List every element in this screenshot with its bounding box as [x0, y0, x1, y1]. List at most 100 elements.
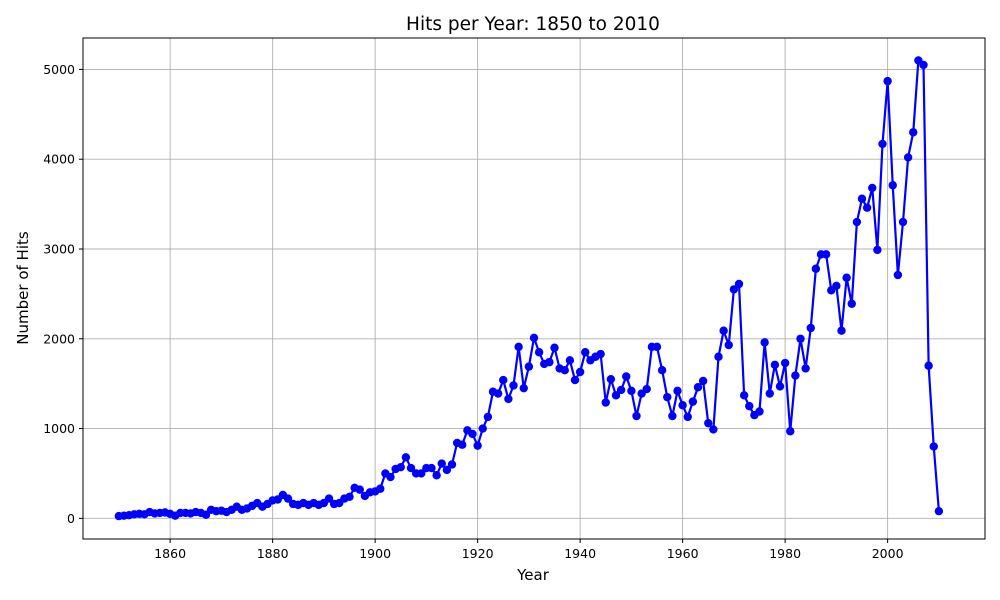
data-point	[734, 279, 744, 289]
data-point	[652, 342, 662, 352]
data-point	[878, 139, 887, 149]
data-point	[673, 386, 682, 396]
data-point	[791, 371, 800, 380]
data-point	[324, 494, 334, 503]
data-point	[780, 358, 790, 368]
data-point	[406, 463, 416, 473]
y-tick-label: 3000	[43, 241, 75, 256]
data-point	[657, 366, 667, 375]
data-point	[550, 343, 559, 352]
data-point	[903, 153, 913, 162]
y-axis-label: Number of Hits	[14, 231, 32, 345]
data-point	[622, 372, 631, 381]
data-point	[499, 375, 508, 385]
data-point	[765, 389, 774, 398]
data-point	[514, 342, 523, 352]
data-point	[868, 183, 877, 193]
data-point	[611, 391, 621, 400]
data-point	[596, 349, 605, 359]
data-point	[601, 398, 610, 407]
data-point	[719, 326, 728, 335]
x-tick-label: 1920	[462, 546, 494, 561]
data-point	[427, 463, 436, 473]
data-point	[847, 299, 856, 308]
data-point	[883, 76, 892, 86]
data-point	[786, 427, 795, 436]
data-point	[534, 348, 544, 357]
data-point	[693, 383, 703, 392]
data-point	[355, 485, 364, 494]
x-axis-ticks: 1860 1880 1900 1920 1940 1960 1980 2000	[154, 539, 904, 561]
data-point	[755, 407, 764, 416]
data-point	[724, 340, 733, 350]
data-point	[606, 374, 616, 384]
data-point	[478, 424, 487, 433]
data-point	[447, 460, 457, 469]
data-point	[729, 285, 739, 294]
x-tick-label: 1880	[257, 546, 289, 561]
data-point	[888, 181, 897, 190]
data-point	[442, 465, 452, 475]
y-tick-label: 1000	[43, 421, 75, 436]
data-point	[775, 382, 785, 391]
data-point	[529, 333, 539, 343]
data-point	[627, 386, 636, 396]
x-tick-label: 1980	[769, 546, 801, 561]
data-point	[842, 273, 851, 282]
data-point	[745, 401, 754, 411]
data-point	[575, 367, 585, 377]
data-point	[565, 356, 575, 365]
data-point	[698, 376, 708, 386]
data-point	[837, 326, 846, 335]
data-point	[642, 384, 651, 394]
data-point	[909, 128, 918, 137]
data-point	[545, 357, 554, 367]
data-point	[801, 364, 810, 373]
series-layer	[114, 56, 944, 521]
data-point	[417, 469, 426, 478]
x-axis-label: Year	[516, 566, 550, 584]
y-tick-label: 0	[67, 511, 75, 526]
data-point	[862, 203, 872, 212]
data-point	[509, 381, 518, 390]
data-point	[386, 472, 395, 482]
x-tick-label: 1960	[667, 546, 699, 561]
data-point	[929, 442, 938, 451]
data-point	[483, 412, 493, 422]
chart-title: Hits per Year: 1850 to 2010	[406, 14, 660, 35]
data-point	[663, 392, 672, 402]
data-point	[852, 217, 862, 227]
data-point	[924, 361, 933, 370]
plot-area-frame	[82, 37, 986, 540]
data-point	[396, 462, 405, 472]
data-point	[714, 352, 723, 361]
data-point	[934, 506, 944, 516]
data-point	[570, 375, 580, 385]
data-point	[898, 217, 908, 227]
data-point	[468, 429, 477, 439]
x-tick-label: 2000	[872, 546, 904, 561]
data-point	[493, 389, 503, 398]
data-point	[683, 412, 692, 422]
data-point	[832, 281, 841, 291]
data-point	[376, 484, 385, 493]
data-point	[345, 492, 354, 501]
data-point	[739, 391, 749, 400]
data-point	[524, 362, 534, 371]
data-point	[678, 401, 687, 410]
data-point	[458, 440, 467, 449]
data-point	[893, 270, 903, 280]
data-point	[560, 366, 569, 375]
data-point	[821, 250, 831, 259]
data-point	[632, 411, 641, 421]
y-tick-label: 4000	[43, 152, 75, 167]
y-axis-ticks: 0 1000 2000 3000 4000 5000	[43, 62, 83, 526]
y-tick-label: 2000	[43, 331, 75, 346]
data-point	[873, 245, 882, 255]
data-point	[581, 348, 590, 357]
data-point	[616, 385, 626, 395]
data-point	[709, 425, 718, 434]
